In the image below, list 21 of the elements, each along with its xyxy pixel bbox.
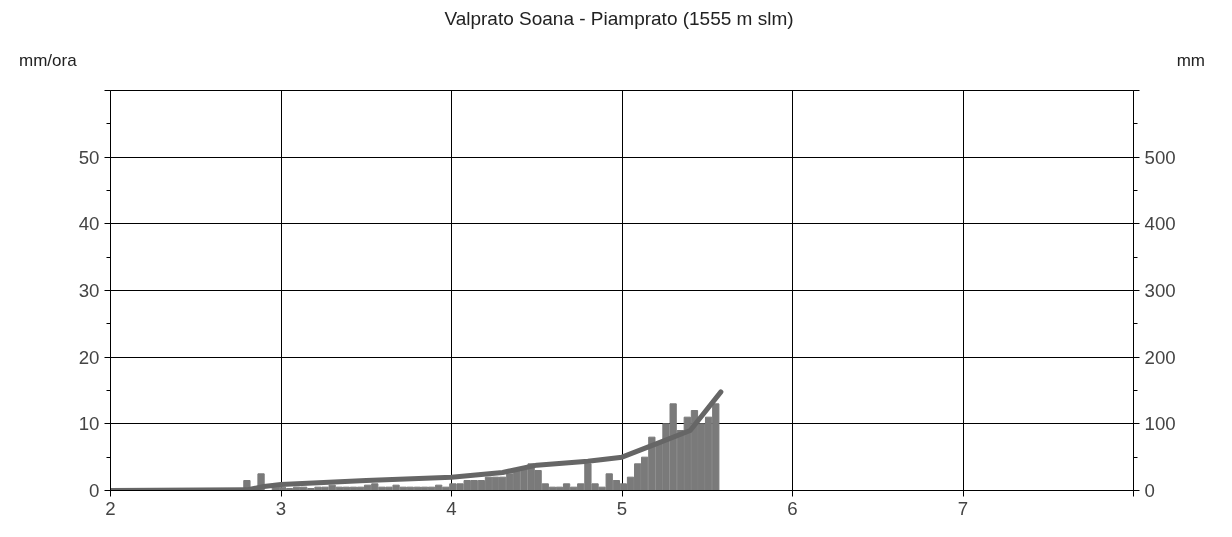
x-tick-label: 4 (446, 497, 457, 519)
x-tick-label: 7 (957, 497, 969, 519)
y-tick-label: 20 (78, 346, 100, 368)
y-tick-label: 0 (89, 480, 100, 501)
y2-tick-label: 300 (1144, 280, 1176, 301)
y-tick-label: 30 (78, 280, 100, 301)
y2-tick-label: 100 (1144, 413, 1176, 435)
chart-title: Valprato Soana - Piamprato (1555 m slm) (444, 7, 794, 31)
y-tick-label: 50 (78, 146, 100, 168)
y2-axis-title: mm (1176, 50, 1205, 72)
x-tick-label: 2 (105, 497, 116, 519)
y-axis-title: mm/ora (19, 50, 77, 72)
y-tick-label: 10 (78, 413, 100, 435)
x-tick-label: 5 (616, 497, 628, 519)
y2-tick-label: 200 (1144, 346, 1176, 368)
x-tick-label: 6 (787, 497, 798, 519)
y2-tick-label: 500 (1144, 146, 1176, 168)
y-tick-label: 40 (78, 213, 100, 235)
y2-tick-label: 400 (1144, 213, 1176, 235)
y2-tick-label: 0 (1144, 480, 1155, 501)
x-tick-label: 3 (275, 497, 287, 519)
